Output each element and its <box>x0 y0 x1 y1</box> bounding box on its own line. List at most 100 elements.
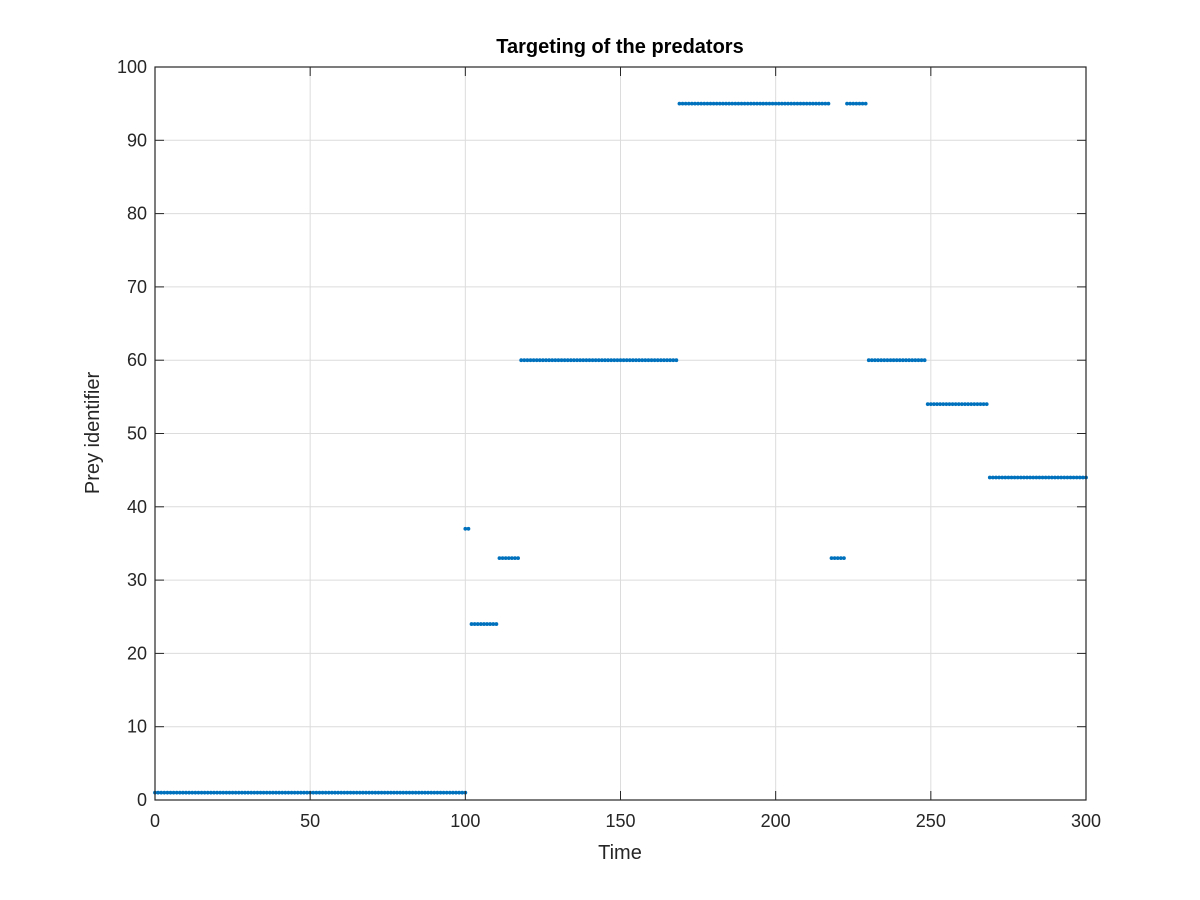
data-point <box>224 790 229 795</box>
data-point <box>885 358 890 363</box>
data-point <box>637 358 642 363</box>
data-point <box>792 101 797 106</box>
data-point <box>714 101 719 106</box>
y-axis-label: Prey identifier <box>82 372 104 495</box>
data-point <box>519 358 524 363</box>
data-point <box>857 101 862 106</box>
data-point <box>727 101 732 106</box>
data-point <box>410 790 415 795</box>
data-point <box>177 790 182 795</box>
data-point <box>789 101 794 106</box>
data-point <box>528 358 533 363</box>
data-point <box>894 358 899 363</box>
data-point <box>286 790 291 795</box>
data-point <box>969 402 974 407</box>
data-point <box>516 556 520 561</box>
data-point <box>255 790 260 795</box>
data-point <box>174 790 179 795</box>
data-point <box>764 101 769 106</box>
data-point <box>717 101 722 106</box>
data-point <box>271 790 275 795</box>
data-point <box>891 358 896 363</box>
data-point <box>680 101 685 106</box>
data-point <box>922 358 927 363</box>
data-point <box>708 101 713 106</box>
data-point <box>385 790 390 795</box>
data-point <box>311 790 316 795</box>
data-point <box>941 402 946 407</box>
data-point <box>826 101 831 106</box>
data-point <box>618 358 623 363</box>
data-point <box>863 101 868 106</box>
data-point <box>981 402 986 407</box>
data-point <box>1018 475 1023 480</box>
data-point <box>261 790 266 795</box>
data-point <box>556 358 561 363</box>
data-point <box>627 358 632 363</box>
x-tick-label: 50 <box>300 811 320 831</box>
x-axis-label: Time <box>598 842 642 864</box>
data-point <box>978 402 983 407</box>
data-point <box>804 101 809 106</box>
data-point <box>559 358 564 363</box>
data-point <box>221 790 226 795</box>
data-point <box>478 622 483 626</box>
data-point <box>187 790 192 795</box>
data-point <box>1065 475 1070 480</box>
data-point <box>652 358 657 363</box>
data-point <box>767 101 772 106</box>
data-point <box>277 790 282 795</box>
data-point <box>634 358 638 363</box>
data-point <box>646 358 651 363</box>
data-point <box>1059 475 1064 480</box>
data-points <box>153 101 1088 795</box>
data-point <box>1022 475 1026 480</box>
data-point <box>205 790 210 795</box>
data-point <box>901 358 905 363</box>
data-point <box>469 622 474 626</box>
data-point <box>817 101 822 106</box>
data-point <box>1062 475 1067 480</box>
data-point <box>196 790 201 795</box>
data-point <box>156 790 161 795</box>
data-point <box>292 790 297 795</box>
data-point <box>1056 475 1060 480</box>
data-point <box>212 790 216 795</box>
data-point <box>640 358 645 363</box>
data-point <box>1053 475 1057 480</box>
data-point <box>258 790 263 795</box>
data-point <box>544 358 548 363</box>
data-point <box>199 790 204 795</box>
data-point <box>550 358 555 363</box>
data-point <box>506 556 511 561</box>
data-point <box>956 402 961 407</box>
x-tick-label: 200 <box>761 811 791 831</box>
data-point <box>832 556 837 561</box>
data-point <box>907 358 912 363</box>
data-point <box>416 790 421 795</box>
data-point <box>873 358 877 363</box>
data-point <box>860 101 865 106</box>
data-point <box>730 101 735 106</box>
data-point <box>565 358 570 363</box>
data-point <box>919 358 924 363</box>
data-point <box>935 402 939 407</box>
data-point <box>1031 475 1036 480</box>
data-point <box>1046 475 1051 480</box>
data-point <box>724 101 728 106</box>
data-point <box>326 790 331 795</box>
data-point <box>171 790 176 795</box>
data-point <box>631 358 635 363</box>
axes: 0 50 100 150 200 250 300 0 10 20 30 40 50 60 70 80 90 100 <box>117 57 1101 831</box>
y-tick-label: 80 <box>127 204 147 224</box>
data-point <box>742 101 747 106</box>
data-point <box>798 101 803 106</box>
y-tick-label: 0 <box>137 790 147 810</box>
data-point <box>683 101 688 106</box>
data-point <box>736 101 741 106</box>
data-point <box>252 790 257 795</box>
data-point <box>845 101 849 106</box>
data-point <box>447 790 452 795</box>
data-point <box>243 790 247 795</box>
